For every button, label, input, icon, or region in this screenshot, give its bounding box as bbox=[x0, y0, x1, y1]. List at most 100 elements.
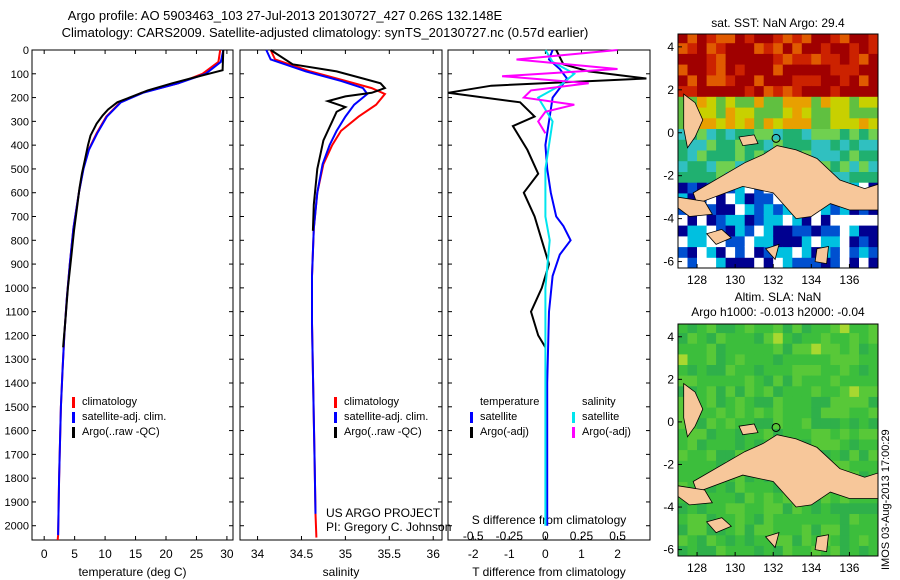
series-line bbox=[56, 49, 222, 541]
series-line bbox=[270, 49, 387, 231]
y-tick-label: 1500 bbox=[5, 402, 29, 414]
map-y-tick-label: -4 bbox=[663, 212, 674, 226]
x-tick-label: 10 bbox=[98, 547, 112, 561]
plot-frame bbox=[31, 49, 234, 541]
map-y-tick-label: 2 bbox=[667, 372, 674, 386]
argo-position-marker bbox=[771, 133, 781, 143]
y-tick-label: 400 bbox=[11, 140, 29, 152]
x-tick-label: 35.5 bbox=[378, 547, 402, 561]
y-tick-label: 600 bbox=[11, 188, 29, 200]
temperature-legend: climatology satellite-adj. clim. Argo(..… bbox=[72, 395, 166, 440]
sla-map-title-1: Altim. SLA: NaN bbox=[734, 290, 822, 304]
y-tick-label: 500 bbox=[11, 164, 29, 176]
y-tick-label: 1700 bbox=[5, 449, 29, 461]
map-frame bbox=[677, 323, 879, 557]
land-mass bbox=[738, 423, 759, 436]
legend-header-salinity: salinity bbox=[582, 396, 616, 408]
y-tick-label: 800 bbox=[11, 235, 29, 247]
land-mass bbox=[738, 134, 759, 147]
legend-item-climatology: climatology bbox=[334, 395, 428, 410]
map-x-tick-label: 134 bbox=[801, 273, 821, 287]
map-x-tick-label: 130 bbox=[725, 273, 745, 287]
s-diff-tick-label: -0.5 bbox=[463, 529, 484, 543]
y-tick-label: 1000 bbox=[5, 283, 29, 295]
map-x-tick-label: 128 bbox=[687, 273, 707, 287]
map-y-tick-label: -2 bbox=[663, 457, 674, 471]
legend-item-t-satellite: satellite bbox=[470, 410, 539, 425]
legend-item-satellite: satellite-adj. clim. bbox=[72, 410, 166, 425]
map-x-tick-label: 128 bbox=[687, 561, 707, 575]
map-x-tick-label: 130 bbox=[725, 561, 745, 575]
project-name: US ARGO PROJECT bbox=[326, 506, 441, 520]
land-mass bbox=[705, 228, 733, 245]
y-tick-label: 1400 bbox=[5, 378, 29, 390]
map-y-tick-label: 2 bbox=[667, 83, 674, 97]
land-mass bbox=[678, 196, 713, 217]
land-mass bbox=[678, 485, 713, 506]
y-tick-label: 1800 bbox=[5, 473, 29, 485]
series-line bbox=[536, 49, 577, 526]
land-mass bbox=[705, 517, 733, 534]
map-x-tick-label: 136 bbox=[839, 561, 859, 575]
series-line bbox=[269, 49, 387, 538]
sst-map-title: sat. SST: NaN Argo: 29.4 bbox=[711, 16, 845, 30]
series-line bbox=[544, 49, 572, 526]
x-tick-label: -1 bbox=[504, 547, 515, 561]
y-tick-label: 100 bbox=[11, 69, 29, 81]
map-y-tick-label: 0 bbox=[667, 415, 674, 429]
land-mass bbox=[764, 532, 780, 549]
x-axis-label: T difference from climatology bbox=[472, 565, 626, 579]
legend-item-satellite: satellite-adj. clim. bbox=[334, 410, 428, 425]
x-tick-label: -2 bbox=[468, 547, 479, 561]
difference-legend-temperature: temperature satellite Argo(-adj) bbox=[470, 395, 539, 440]
x-tick-label: 1 bbox=[578, 547, 585, 561]
legend-item-s-satellite: satellite bbox=[572, 410, 631, 425]
x-tick-label: 36 bbox=[427, 547, 441, 561]
x-tick-label: 34.5 bbox=[290, 547, 314, 561]
project-pi: PI: Gregory C. Johnson bbox=[326, 520, 452, 534]
x-tick-label: 15 bbox=[129, 547, 143, 561]
x-axis-label: salinity bbox=[323, 565, 360, 579]
project-credit: US ARGO PROJECT PI: Gregory C. Johnson bbox=[326, 506, 451, 534]
map-x-tick-label: 134 bbox=[801, 561, 821, 575]
argo-position-marker bbox=[771, 422, 781, 432]
x-tick-label: 30 bbox=[220, 547, 234, 561]
sst-map-cells bbox=[678, 34, 878, 268]
x-tick-label: 35 bbox=[339, 547, 353, 561]
map-y-tick-label: 0 bbox=[667, 126, 674, 140]
s-diff-axis-label: S difference from climatology bbox=[472, 513, 627, 527]
y-tick-label: 200 bbox=[11, 93, 29, 105]
land-mass bbox=[692, 434, 878, 508]
x-tick-label: 25 bbox=[190, 547, 204, 561]
s-diff-tick-label: 0 bbox=[542, 529, 549, 543]
x-tick-label: 0 bbox=[542, 547, 549, 561]
land-mass bbox=[683, 93, 704, 149]
legend-item-argo: Argo(..raw -QC) bbox=[72, 425, 166, 440]
map-y-tick-label: -4 bbox=[663, 500, 674, 514]
s-diff-tick-label: -0.25 bbox=[496, 529, 524, 543]
series-line bbox=[62, 49, 225, 348]
series-line bbox=[447, 49, 647, 348]
map-y-tick-label: -6 bbox=[663, 543, 674, 557]
y-tick-label: 2000 bbox=[5, 521, 29, 533]
y-tick-label: 1900 bbox=[5, 497, 29, 509]
sla-map-cells bbox=[678, 324, 878, 556]
timestamp-stamp: IMOS 03-Aug-2013 17:00:29 bbox=[880, 429, 892, 570]
y-tick-label: 1200 bbox=[5, 330, 29, 342]
s-diff-tick-label: 0.5 bbox=[609, 529, 626, 543]
legend-item-s-argo: Argo(-adj) bbox=[572, 425, 631, 440]
x-tick-label: 0 bbox=[41, 547, 48, 561]
x-tick-label: 2 bbox=[614, 547, 621, 561]
legend-item-climatology: climatology bbox=[72, 395, 166, 410]
difference-legend-salinity: salinity satellite Argo(-adj) bbox=[572, 395, 631, 440]
y-tick-label: 300 bbox=[11, 116, 29, 128]
map-x-tick-label: 136 bbox=[839, 273, 859, 287]
title-line-1: Argo profile: AO 5903463_103 27-Jul-2013… bbox=[67, 8, 503, 23]
map-x-tick-label: 132 bbox=[763, 273, 783, 287]
land-mass bbox=[764, 243, 780, 261]
title-line-2: Climatology: CARS2009. Satellite-adjuste… bbox=[61, 25, 589, 40]
y-tick-label: 1100 bbox=[5, 307, 29, 319]
salinity-legend: climatology satellite-adj. clim. Argo(..… bbox=[334, 395, 428, 440]
x-tick-label: 34 bbox=[251, 547, 265, 561]
legend-item-argo: Argo(..raw -QC) bbox=[334, 425, 428, 440]
